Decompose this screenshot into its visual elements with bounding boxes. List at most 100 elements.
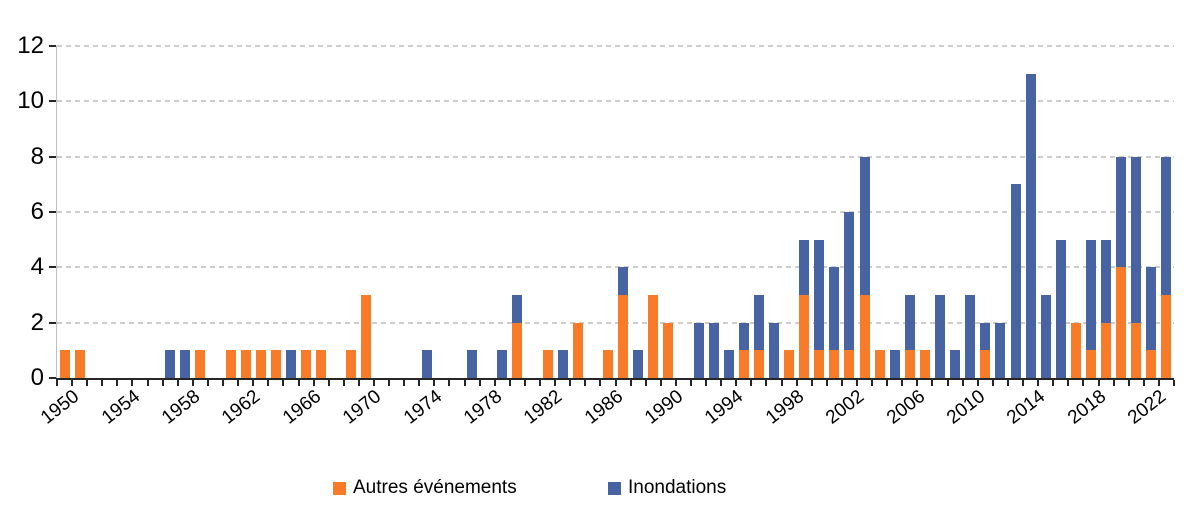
x-axis-tick bbox=[1006, 380, 1009, 386]
x-axis-tick bbox=[916, 380, 919, 386]
bar-1959-autres-evenements bbox=[195, 350, 206, 378]
x-axis-tick bbox=[886, 380, 889, 386]
bar-1964-autres-evenements bbox=[270, 350, 281, 378]
x-axis-tick bbox=[901, 380, 904, 386]
bar-2011-inondations bbox=[980, 322, 991, 351]
x-axis-tick bbox=[297, 380, 300, 386]
bar-2018-autres-evenements bbox=[1085, 350, 1096, 378]
x-axis-tick bbox=[720, 380, 723, 386]
x-tick-label-2006: 2006 bbox=[882, 386, 929, 429]
x-axis-tick bbox=[191, 380, 194, 386]
x-axis-tick bbox=[629, 380, 632, 386]
bar-1997-inondations bbox=[768, 322, 779, 378]
x-axis-tick bbox=[689, 380, 692, 386]
legend-item-autres-evenements: Autres événements bbox=[333, 478, 517, 498]
bar-2015-inondations bbox=[1040, 295, 1051, 378]
bar-2021-inondations bbox=[1131, 156, 1142, 323]
x-axis-tick bbox=[56, 380, 58, 386]
x-tick-label-1966: 1966 bbox=[278, 386, 325, 429]
x-axis-tick bbox=[961, 380, 964, 386]
x-axis-tick bbox=[1037, 380, 1040, 386]
bar-1999-autres-evenements bbox=[799, 295, 810, 378]
bar-2001-autres-evenements bbox=[829, 350, 840, 378]
x-axis-tick bbox=[86, 380, 89, 386]
y-tick-label-0: 0 bbox=[30, 364, 44, 391]
x-axis-tick bbox=[418, 380, 421, 386]
bar-1961-autres-evenements bbox=[225, 350, 236, 378]
bar-1966-autres-evenements bbox=[301, 350, 312, 378]
x-axis-tick bbox=[357, 380, 360, 386]
bar-2000-autres-evenements bbox=[814, 350, 825, 378]
x-tick-label-1982: 1982 bbox=[520, 386, 567, 429]
bar-2023-autres-evenements bbox=[1161, 295, 1172, 378]
x-axis-tick bbox=[614, 380, 617, 386]
x-axis-tick bbox=[705, 380, 708, 386]
bar-1980-autres-evenements bbox=[512, 322, 523, 378]
bar-1963-autres-evenements bbox=[255, 350, 266, 378]
x-tick-label-2014: 2014 bbox=[1003, 386, 1050, 429]
gridline-y-4 bbox=[57, 266, 1174, 269]
bar-2019-autres-evenements bbox=[1101, 322, 1112, 378]
legend-swatch-autres-evenements bbox=[333, 481, 346, 495]
bar-2009-inondations bbox=[950, 350, 961, 378]
x-axis-tick bbox=[856, 380, 858, 386]
x-axis-tick bbox=[146, 380, 149, 386]
x-axis-tick bbox=[840, 380, 843, 386]
x-axis-tick bbox=[101, 380, 104, 386]
x-axis-tick bbox=[71, 380, 74, 386]
bar-2002-inondations bbox=[844, 212, 855, 351]
bar-1969-autres-evenements bbox=[346, 350, 357, 378]
x-axis-tick bbox=[176, 380, 179, 386]
bar-1984-autres-evenements bbox=[572, 322, 583, 378]
x-axis-tick bbox=[131, 380, 134, 386]
gridline-y-6 bbox=[57, 211, 1174, 213]
x-tick-label-1990: 1990 bbox=[641, 386, 688, 429]
x-axis-tick bbox=[206, 380, 209, 386]
y-tick-label-4: 4 bbox=[30, 253, 44, 281]
bar-1951-autres-evenements bbox=[74, 350, 85, 378]
bar-1998-autres-evenements bbox=[784, 350, 795, 378]
x-tick-label-2022: 2022 bbox=[1124, 386, 1171, 429]
x-axis-tick bbox=[252, 380, 255, 386]
bar-2003-inondations bbox=[859, 156, 870, 295]
x-axis-tick bbox=[327, 380, 330, 386]
y-tick-label-8: 8 bbox=[30, 142, 44, 170]
bar-2022-inondations bbox=[1146, 267, 1157, 351]
x-tick-label-1974: 1974 bbox=[399, 386, 446, 429]
legend-swatch-inondations bbox=[608, 481, 621, 495]
x-tick-label-2018: 2018 bbox=[1063, 386, 1110, 429]
x-axis-tick bbox=[523, 380, 526, 386]
bar-2003-autres-evenements bbox=[859, 295, 870, 378]
bar-1958-inondations bbox=[180, 350, 191, 378]
x-axis-tick bbox=[584, 380, 587, 386]
x-axis-tick bbox=[282, 380, 285, 386]
bar-1994-inondations bbox=[723, 350, 734, 378]
bar-2008-inondations bbox=[935, 295, 946, 378]
bar-2021-autres-evenements bbox=[1131, 322, 1142, 378]
legend-label-inondations: Inondations bbox=[628, 477, 727, 498]
y-tick-label-6: 6 bbox=[30, 198, 44, 225]
bar-1950-autres-evenements bbox=[59, 350, 70, 378]
bar-1979-inondations bbox=[497, 350, 508, 378]
gridline-y-2 bbox=[57, 321, 1174, 324]
x-axis-tick bbox=[1173, 380, 1175, 386]
x-axis-tick bbox=[825, 380, 828, 386]
x-tick-label-1970: 1970 bbox=[339, 386, 386, 429]
y-axis-line bbox=[56, 46, 57, 378]
x-axis-tick bbox=[493, 380, 496, 386]
bar-1967-autres-evenements bbox=[316, 350, 327, 378]
bar-1957-inondations bbox=[165, 350, 176, 378]
x-axis-tick bbox=[735, 380, 738, 386]
x-axis-tick bbox=[1112, 380, 1115, 386]
y-axis-tick-0 bbox=[49, 377, 56, 379]
x-axis-tick bbox=[659, 380, 662, 386]
x-axis-tick bbox=[267, 380, 270, 386]
bar-2014-inondations bbox=[1025, 73, 1036, 378]
bar-2022-autres-evenements bbox=[1146, 350, 1157, 378]
x-tick-label-1958: 1958 bbox=[157, 386, 205, 429]
y-axis-tick-2 bbox=[49, 321, 56, 324]
x-axis-tick bbox=[1052, 380, 1055, 386]
gridline-y-8 bbox=[57, 155, 1174, 158]
bar-1962-autres-evenements bbox=[240, 350, 251, 378]
bar-1995-inondations bbox=[738, 322, 749, 351]
